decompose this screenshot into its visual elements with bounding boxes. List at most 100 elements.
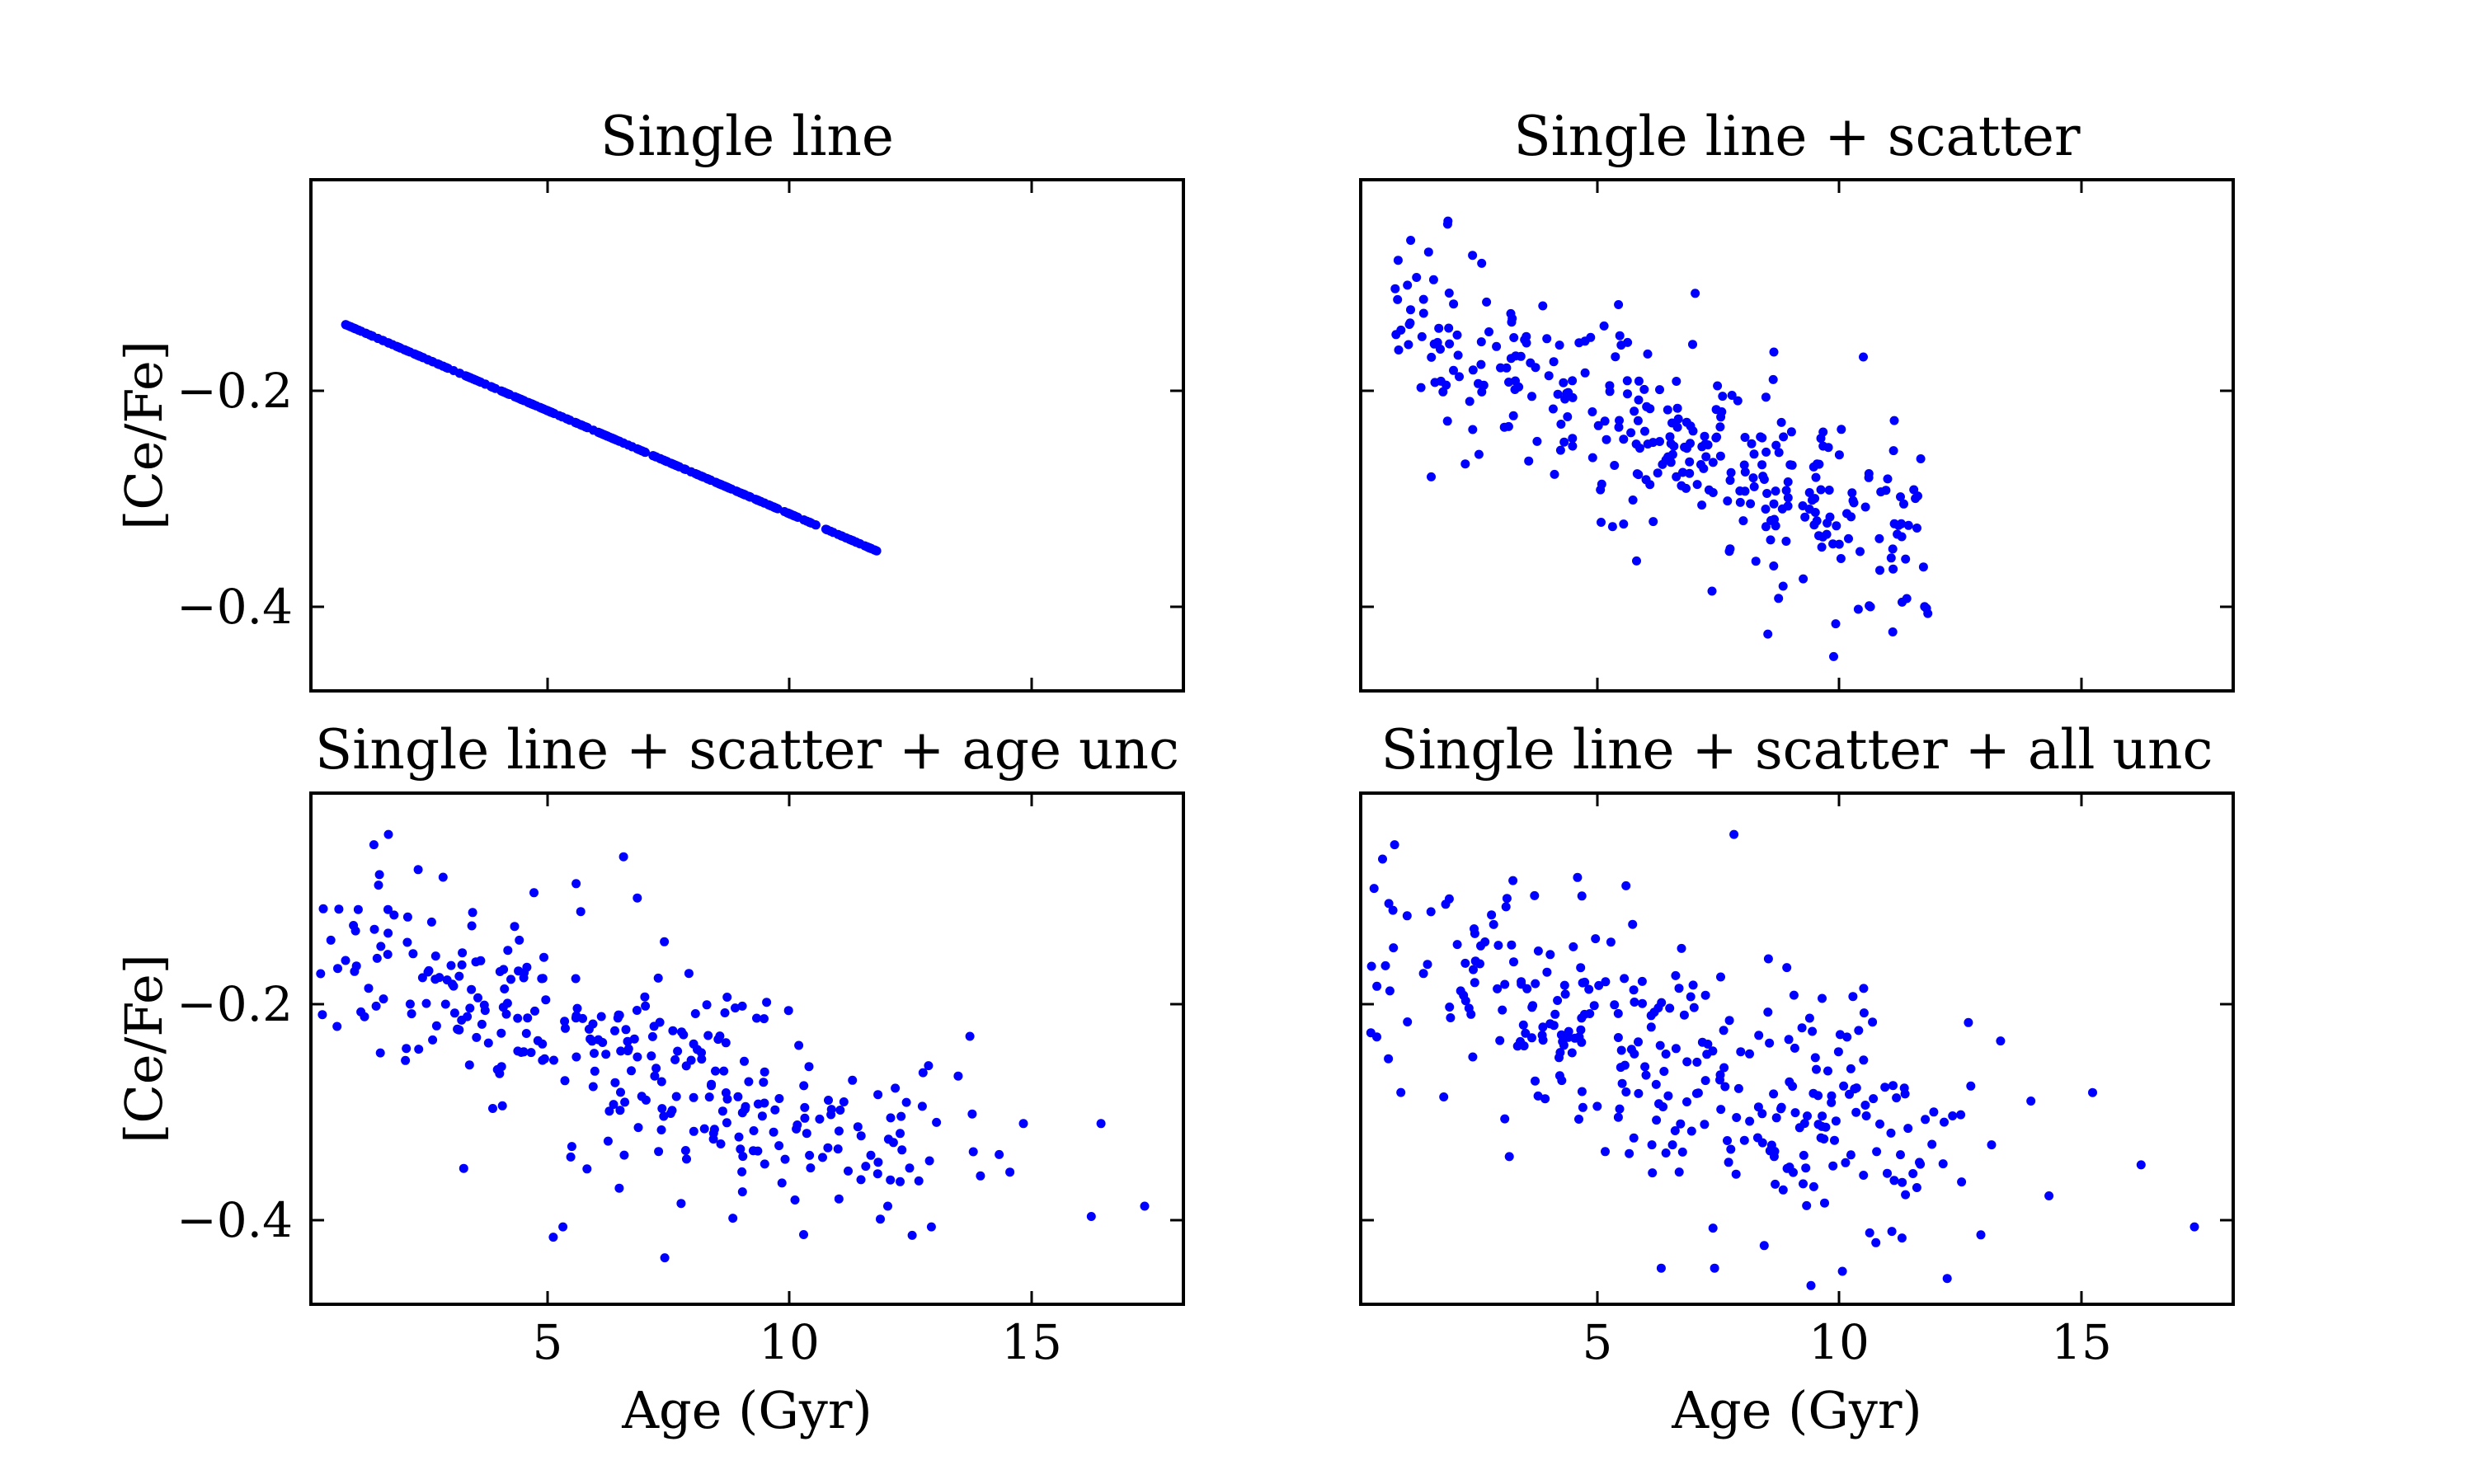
- data-point: [886, 1175, 896, 1185]
- data-point: [374, 870, 384, 880]
- data-point: [446, 960, 456, 970]
- data-point: [1404, 340, 1413, 350]
- data-point: [1519, 1041, 1529, 1051]
- data-point: [1745, 1116, 1755, 1126]
- data-point: [1580, 368, 1590, 378]
- data-point: [1623, 389, 1632, 399]
- data-point: [1667, 449, 1677, 459]
- data-point: [1556, 1030, 1566, 1040]
- data-point: [1655, 437, 1664, 446]
- data-point: [1887, 1227, 1897, 1237]
- data-point: [1818, 427, 1828, 437]
- data-point: [1557, 1076, 1567, 1086]
- data-point: [1700, 1120, 1710, 1129]
- data-point: [1864, 469, 1874, 478]
- data-point: [1469, 965, 1478, 974]
- data-point: [471, 957, 481, 967]
- data-point: [1614, 422, 1624, 432]
- data-point: [1835, 1030, 1845, 1040]
- data-point: [1702, 1050, 1712, 1059]
- data-point: [1512, 1041, 1522, 1051]
- data-point: [760, 1067, 769, 1077]
- data-point: [332, 1021, 342, 1031]
- data-point: [1418, 294, 1428, 304]
- data-point: [1631, 439, 1641, 449]
- data-point: [1831, 1116, 1841, 1126]
- data-point: [1718, 392, 1728, 402]
- data-point: [1846, 1064, 1856, 1073]
- data-point: [588, 1082, 598, 1092]
- data-point: [1686, 1126, 1696, 1136]
- data-point: [1703, 1040, 1713, 1049]
- data-point: [413, 865, 423, 875]
- data-point: [571, 879, 581, 889]
- data-point: [1724, 547, 1734, 556]
- data-point: [383, 904, 393, 914]
- data-point: [1677, 1147, 1687, 1157]
- data-point: [757, 1111, 767, 1121]
- data-point: [1837, 425, 1846, 434]
- data-point: [1830, 1135, 1839, 1145]
- data-point: [1502, 894, 1512, 904]
- data-point: [1500, 1114, 1510, 1124]
- data-point: [1911, 494, 1921, 504]
- data-point: [1663, 1091, 1673, 1101]
- data-point: [650, 1071, 660, 1081]
- data-point: [500, 984, 510, 993]
- data-point: [449, 1008, 459, 1018]
- data-point: [421, 998, 431, 1008]
- data-point: [481, 379, 491, 389]
- data-point: [1560, 989, 1570, 999]
- data-point: [1856, 547, 1865, 556]
- data-point: [1874, 533, 1884, 543]
- data-point: [373, 333, 383, 343]
- data-point: [1601, 977, 1611, 987]
- data-point: [656, 1125, 666, 1134]
- data-point: [741, 1104, 750, 1114]
- data-point: [744, 1077, 754, 1087]
- data-point: [1769, 561, 1779, 571]
- data-point: [834, 1126, 844, 1136]
- data-point: [750, 495, 760, 504]
- data-point: [727, 484, 736, 494]
- data-point: [1809, 520, 1819, 530]
- data-point: [1902, 594, 1912, 603]
- data-point: [517, 395, 527, 405]
- data-point: [1442, 416, 1452, 426]
- data-point: [317, 1010, 327, 1020]
- data-point: [1470, 924, 1479, 934]
- data-point: [1700, 1076, 1710, 1086]
- data-point: [1806, 1280, 1816, 1290]
- data-point: [1607, 522, 1617, 532]
- data-point: [1748, 473, 1758, 483]
- data-point: [1548, 404, 1558, 414]
- data-point: [1685, 468, 1695, 478]
- data-point: [1757, 460, 1767, 470]
- data-point: [1676, 1119, 1686, 1129]
- data-point: [383, 829, 393, 839]
- data-point: [1800, 512, 1810, 522]
- data-point: [657, 1104, 667, 1114]
- data-point: [1648, 1168, 1658, 1178]
- panel-title: Single line + scatter: [1513, 105, 2081, 168]
- data-point: [1869, 1094, 1879, 1104]
- y-ticks: [311, 1003, 1183, 1222]
- data-point: [1763, 1007, 1773, 1017]
- data-point: [1716, 1105, 1726, 1115]
- data-point: [1812, 1064, 1821, 1074]
- data-point: [541, 995, 551, 1005]
- data-point: [1749, 449, 1759, 459]
- data-point: [1549, 357, 1559, 367]
- data-point: [1797, 1023, 1807, 1033]
- data-point: [1527, 1033, 1536, 1043]
- data-point: [1688, 980, 1698, 990]
- data-point: [506, 974, 515, 984]
- data-point: [1476, 337, 1486, 347]
- data-point: [1912, 1183, 1921, 1192]
- data-point: [1649, 517, 1658, 527]
- data-point: [1903, 1124, 1913, 1134]
- data-point: [389, 910, 399, 920]
- data-point: [1597, 518, 1606, 527]
- data-point: [1892, 1093, 1902, 1103]
- data-point: [1735, 497, 1745, 507]
